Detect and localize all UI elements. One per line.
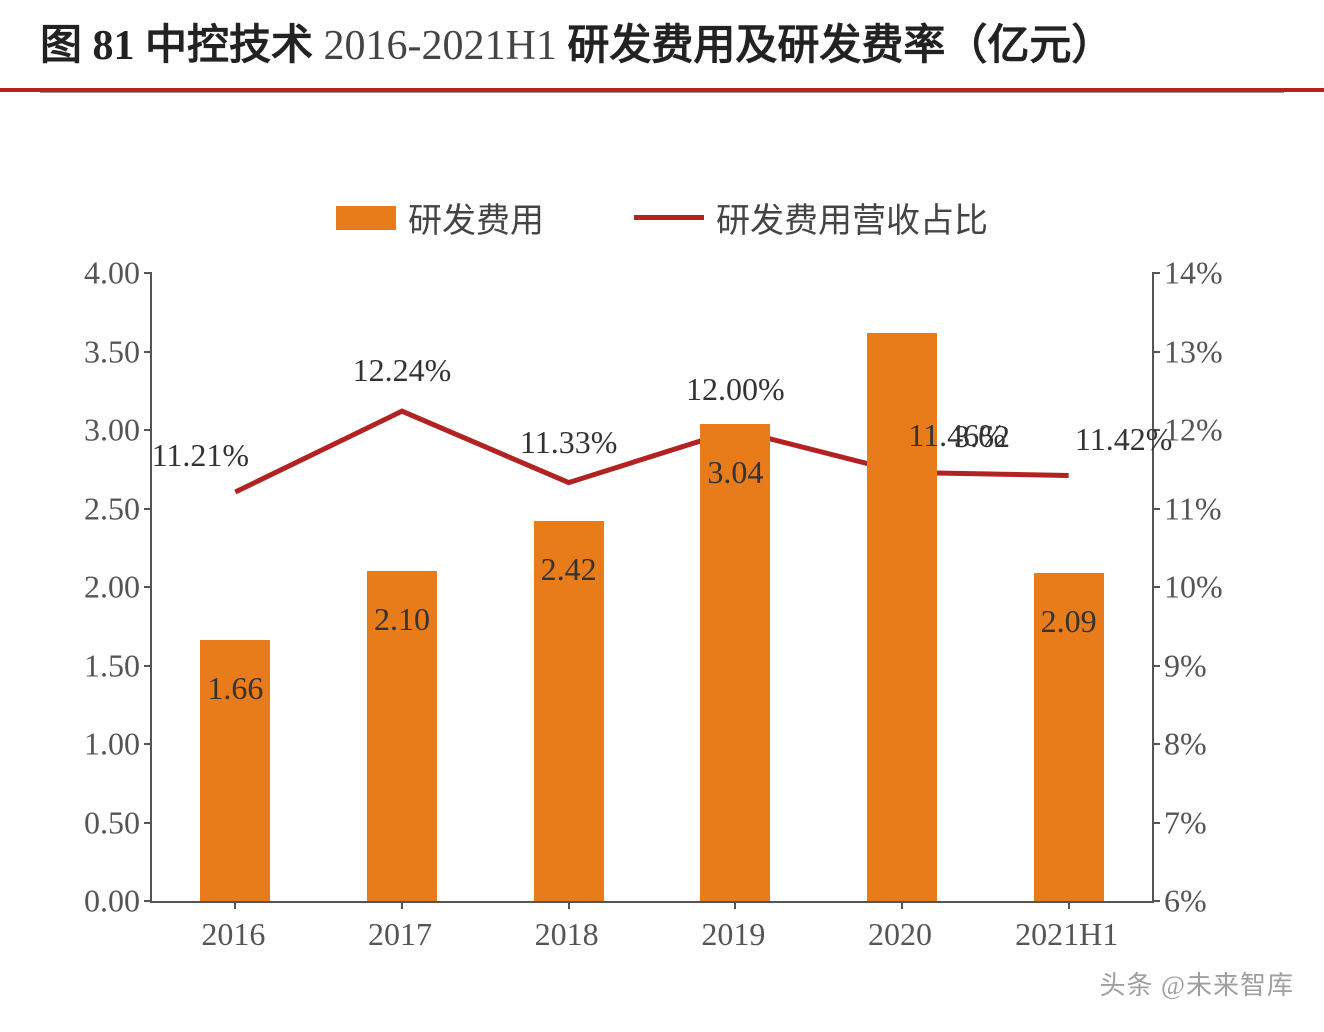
x-tick-mark: [568, 901, 570, 909]
x-tick-label: 2020: [868, 916, 932, 953]
y-left-tick-label: 0.50: [50, 804, 140, 841]
line-value-label: 11.21%: [152, 437, 249, 474]
bar-value-label: 3.04: [707, 454, 763, 491]
y-left-tick-mark: [144, 586, 152, 588]
plot: 1.662.102.423.043.622.0911.21%12.24%11.3…: [40, 263, 1284, 963]
legend-item-bar: 研发费用: [336, 193, 544, 242]
bar-value-label: 1.66: [207, 670, 263, 707]
bar-value-label: 2.42: [541, 551, 597, 588]
y-right-tick-mark: [1152, 822, 1160, 824]
watermark: 头条 @未来智库: [1100, 965, 1294, 1002]
y-left-tick-mark: [144, 822, 152, 824]
y-right-tick-mark: [1152, 900, 1160, 902]
chart-container: 研发费用 研发费用营收占比 1.662.102.423.043.622.0911…: [40, 193, 1284, 963]
bar-value-label: 2.09: [1041, 603, 1097, 640]
x-tick-label: 2018: [535, 916, 599, 953]
line-value-label: 11.33%: [520, 424, 617, 461]
y-left-tick-label: 2.50: [50, 490, 140, 527]
x-tick-label: 2016: [201, 916, 265, 953]
line-value-label: 11.42%: [1075, 421, 1172, 458]
bar: [700, 424, 770, 901]
y-right-tick-label: 8%: [1164, 726, 1274, 763]
legend-bar-swatch: [336, 206, 396, 230]
x-tick-mark: [234, 901, 236, 909]
y-left-tick-label: 3.50: [50, 333, 140, 370]
x-tick-mark: [734, 901, 736, 909]
legend: 研发费用 研发费用营收占比: [40, 193, 1284, 242]
x-tick-mark: [1068, 901, 1070, 909]
y-right-tick-label: 10%: [1164, 569, 1274, 606]
plot-area: 1.662.102.423.043.622.0911.21%12.24%11.3…: [150, 273, 1154, 903]
y-left-tick-label: 1.00: [50, 726, 140, 763]
y-right-tick-label: 7%: [1164, 804, 1274, 841]
title-prefix: 图 81 中控技术: [40, 23, 313, 69]
y-right-tick-mark: [1152, 351, 1160, 353]
y-right-tick-label: 14%: [1164, 255, 1274, 292]
y-right-tick-label: 13%: [1164, 333, 1274, 370]
x-tick-label: 2017: [368, 916, 432, 953]
y-left-tick-mark: [144, 743, 152, 745]
x-tick-mark: [901, 901, 903, 909]
y-right-tick-label: 9%: [1164, 647, 1274, 684]
legend-line-swatch: [634, 215, 704, 220]
legend-item-line: 研发费用营收占比: [634, 193, 988, 242]
x-tick-mark: [401, 901, 403, 909]
legend-bar-label: 研发费用: [408, 193, 544, 242]
x-tick-label: 2021H1: [1015, 916, 1118, 953]
y-left-tick-mark: [144, 508, 152, 510]
y-right-tick-label: 11%: [1164, 490, 1274, 527]
y-right-tick-label: 6%: [1164, 883, 1274, 920]
y-left-tick-mark: [144, 351, 152, 353]
title-underline: [40, 92, 1284, 93]
y-right-tick-mark: [1152, 272, 1160, 274]
y-right-tick-mark: [1152, 665, 1160, 667]
title-suffix: 研发费用及研发费率（亿元）: [567, 23, 1113, 69]
y-left-tick-label: 1.50: [50, 647, 140, 684]
title-middle: 2016-2021H1: [313, 23, 567, 69]
y-left-tick-mark: [144, 665, 152, 667]
y-left-tick-label: 2.00: [50, 569, 140, 606]
y-left-tick-label: 4.00: [50, 255, 140, 292]
y-left-tick-mark: [144, 900, 152, 902]
y-left-tick-mark: [144, 272, 152, 274]
y-left-tick-mark: [144, 429, 152, 431]
x-tick-label: 2019: [701, 916, 765, 953]
bar-value-label: 2.10: [374, 601, 430, 638]
y-right-tick-mark: [1152, 586, 1160, 588]
line-value-label: 11.46%: [908, 417, 1005, 454]
y-right-tick-mark: [1152, 508, 1160, 510]
line-value-label: 12.24%: [353, 352, 452, 389]
line-value-label: 12.00%: [686, 371, 785, 408]
line-series: [152, 273, 1152, 901]
y-right-tick-label: 12%: [1164, 412, 1274, 449]
y-left-tick-label: 3.00: [50, 412, 140, 449]
y-right-tick-mark: [1152, 743, 1160, 745]
y-left-tick-label: 0.00: [50, 883, 140, 920]
legend-line-label: 研发费用营收占比: [716, 193, 988, 242]
chart-title: 图 81 中控技术 2016-2021H1 研发费用及研发费率（亿元）: [0, 0, 1324, 92]
